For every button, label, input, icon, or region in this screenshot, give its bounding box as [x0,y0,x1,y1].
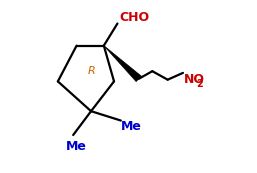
Text: Me: Me [121,120,142,133]
Text: NO: NO [184,73,205,86]
Polygon shape [104,46,141,81]
Text: 2: 2 [196,79,203,89]
Text: Me: Me [66,140,86,153]
Text: R: R [88,66,96,76]
Text: CHO: CHO [119,11,149,24]
